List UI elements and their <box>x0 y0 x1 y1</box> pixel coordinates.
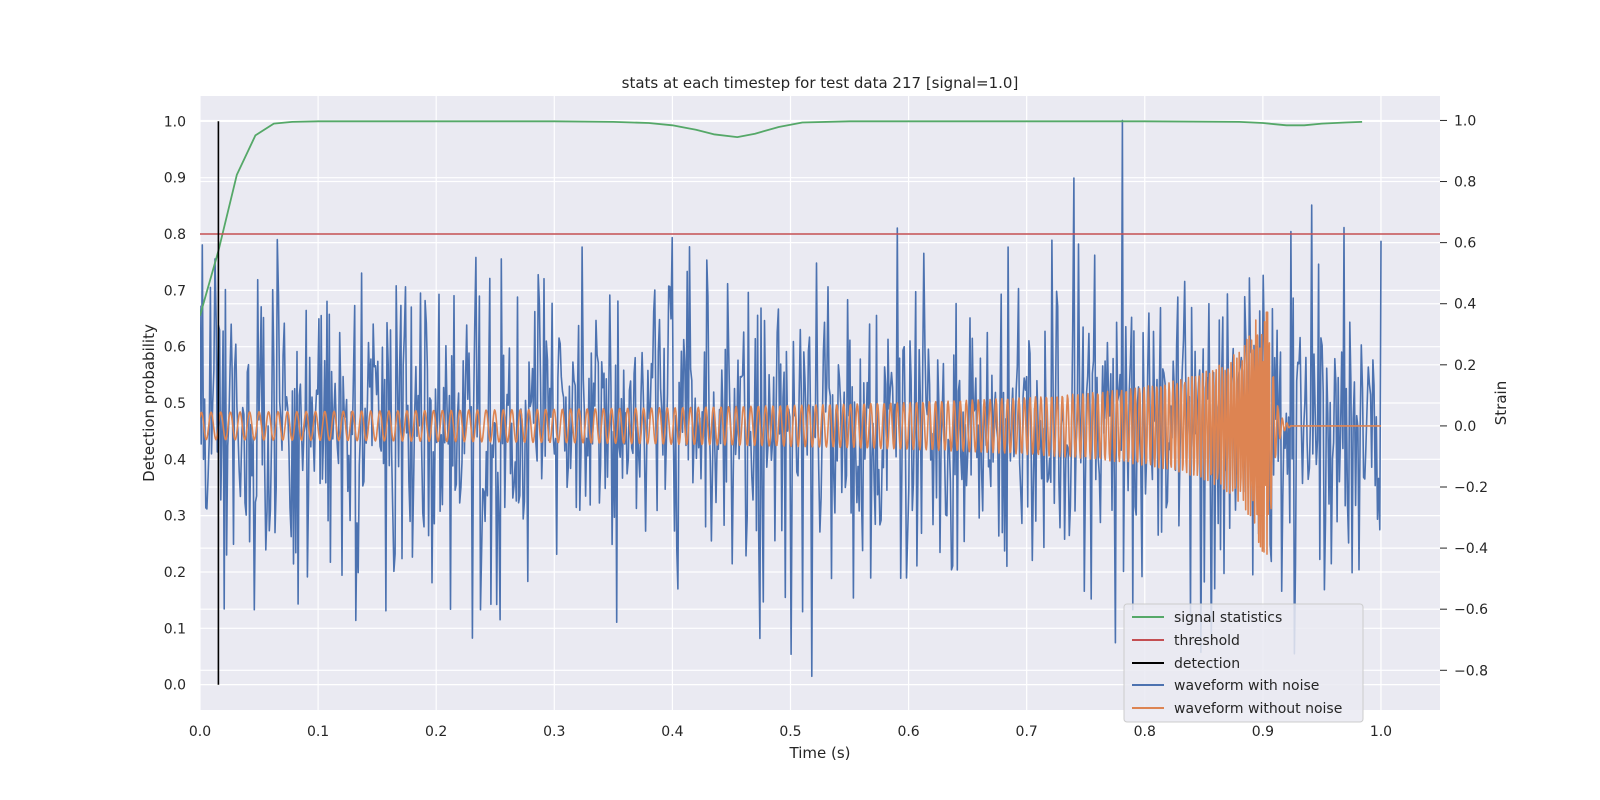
x-axis-label: Time (s) <box>789 744 851 762</box>
x-tick-label: 0.4 <box>661 724 683 740</box>
x-axis-ticks: 0.0 0.1 0.2 0.3 0.4 0.5 0.6 0.7 0.8 0.9 1.0 <box>189 724 1392 740</box>
series-waveform-without-noise <box>200 311 1382 555</box>
y-left-tick-label: 1.0 <box>164 114 186 130</box>
y-right-tick-label: 1.0 <box>1454 113 1476 129</box>
chart-title: stats at each timestep for test data 217… <box>622 74 1019 92</box>
y-left-tick-label: 0.3 <box>164 509 186 525</box>
y-left-tick-label: 0.1 <box>164 621 186 637</box>
legend-label-waveform-without-noise: waveform without noise <box>1174 701 1342 717</box>
x-tick-label: 0.6 <box>897 724 919 740</box>
y-right-tick-label: −0.2 <box>1454 480 1488 496</box>
legend-label-waveform-with-noise: waveform with noise <box>1174 678 1319 694</box>
y-axis-label-left: Detection probability <box>140 324 158 482</box>
x-tick-label: 0.5 <box>779 724 801 740</box>
x-tick-label: 0.9 <box>1252 724 1274 740</box>
y-right-tick-label: −0.8 <box>1454 663 1488 679</box>
right-axis-ticks: −0.8 −0.6 −0.4 −0.2 0.0 0.2 0.4 0.6 0.8 1.0 <box>1440 113 1488 679</box>
plot-lines <box>200 119 1440 685</box>
y-left-tick-label: 0.5 <box>164 396 186 412</box>
legend: signal statistics threshold detection wa… <box>1123 603 1364 723</box>
x-tick-label: 0.8 <box>1134 724 1156 740</box>
y-right-tick-label: 0.6 <box>1454 236 1476 252</box>
series-signal-statistics <box>200 120 1363 316</box>
legend-box <box>1123 603 1364 723</box>
left-axis-ticks: 0.0 0.1 0.2 0.3 0.4 0.5 0.6 0.7 0.8 0.9 1.0 <box>164 114 186 693</box>
x-tick-label: 0.7 <box>1016 724 1038 740</box>
y-right-tick-label: 0.2 <box>1454 358 1476 374</box>
legend-label-threshold: threshold <box>1174 633 1240 649</box>
y-axis-label-right: Strain <box>1492 381 1510 425</box>
series-waveform-with-noise <box>200 119 1382 678</box>
y-right-tick-label: −0.6 <box>1454 602 1488 618</box>
y-right-tick-label: −0.4 <box>1454 541 1488 557</box>
x-tick-label: 0.0 <box>189 724 211 740</box>
y-left-tick-label: 0.8 <box>164 227 186 243</box>
y-left-tick-label: 0.9 <box>164 171 186 187</box>
y-left-tick-label: 0.7 <box>164 283 186 299</box>
y-right-tick-label: 0.8 <box>1454 175 1476 191</box>
y-left-tick-label: 0.2 <box>164 565 186 581</box>
x-tick-label: 0.2 <box>425 724 447 740</box>
x-tick-label: 0.3 <box>543 724 565 740</box>
x-tick-label: 1.0 <box>1370 724 1392 740</box>
y-left-tick-label: 0.0 <box>164 678 186 694</box>
legend-label-detection: detection <box>1174 656 1240 672</box>
x-tick-label: 0.1 <box>307 724 329 740</box>
y-right-tick-label: 0.4 <box>1454 297 1476 313</box>
y-right-tick-label: 0.0 <box>1454 419 1476 435</box>
y-left-tick-label: 0.6 <box>164 340 186 356</box>
y-left-tick-label: 0.4 <box>164 452 186 468</box>
legend-label-signal-statistics: signal statistics <box>1174 610 1282 626</box>
